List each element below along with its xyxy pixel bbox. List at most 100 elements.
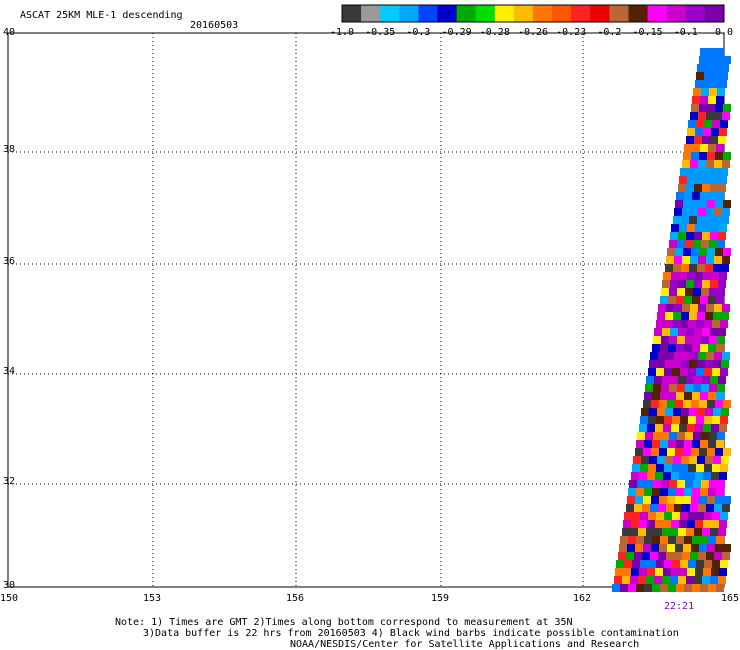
swath-cell: [673, 312, 681, 320]
swath-cell: [688, 560, 696, 568]
swath-cell: [640, 464, 648, 472]
swath-cell: [710, 280, 718, 288]
swath-cell: [688, 120, 696, 128]
swath-cell: [636, 488, 644, 496]
swath-cell: [684, 296, 692, 304]
swath-cell: [688, 368, 696, 376]
swath-cell: [703, 128, 711, 136]
swath-cell: [666, 552, 674, 560]
swath-cell: [656, 416, 664, 424]
swath-cell: [659, 496, 667, 504]
swath-cell: [660, 392, 668, 400]
swath-cell: [720, 464, 728, 472]
swath-cell: [669, 240, 677, 248]
swath-cell: [723, 104, 731, 112]
swath-cell: [658, 304, 666, 312]
swath-cell: [716, 96, 724, 104]
swath-cell: [694, 328, 702, 336]
swath-cell: [689, 360, 697, 368]
swath-cell: [657, 312, 665, 320]
swath-cell: [672, 416, 680, 424]
swath-cell: [693, 240, 701, 248]
swath-cell: [670, 280, 678, 288]
swath-cell: [700, 144, 708, 152]
swath-cell: [703, 472, 711, 480]
swath-cell: [686, 280, 694, 288]
swath-cell: [697, 408, 705, 416]
swath-cell: [721, 456, 729, 464]
swath-cell: [618, 552, 626, 560]
swath-cell: [690, 256, 698, 264]
swath-cell: [681, 264, 689, 272]
swath-cell: [704, 368, 712, 376]
swath-cell: [647, 472, 655, 480]
swath-cell: [707, 496, 715, 504]
swath-cell: [710, 528, 718, 536]
swath-cell: [644, 440, 652, 448]
colorbar-swatch: [437, 5, 458, 22]
swath-cell: [664, 416, 672, 424]
swath-cell: [720, 72, 728, 80]
swath-cell: [653, 336, 661, 344]
swath-cell: [694, 576, 702, 584]
swath-cell: [673, 456, 681, 464]
swath-cell: [645, 480, 653, 488]
swath-cell: [709, 432, 717, 440]
swath-cell: [629, 480, 637, 488]
swath-cell: [687, 520, 695, 528]
swath-cell: [651, 496, 659, 504]
swath-cell: [714, 112, 722, 120]
swath-cell: [665, 360, 673, 368]
swath-cell: [712, 416, 720, 424]
swath-cell: [653, 384, 661, 392]
swath-cell: [716, 392, 724, 400]
swath-cell: [675, 496, 683, 504]
swath-cell: [671, 520, 679, 528]
swath-cell: [699, 56, 707, 64]
swath-cell: [691, 200, 699, 208]
swath-cell: [708, 440, 716, 448]
swath-cell: [626, 504, 634, 512]
swath-cell: [641, 408, 649, 416]
plot-date: 20160503: [190, 20, 239, 31]
swath-cell: [679, 472, 687, 480]
swath-cell: [686, 376, 694, 384]
swath-cell: [714, 256, 722, 264]
swath-cell: [687, 128, 695, 136]
swath-cell: [721, 216, 729, 224]
swath-cell: [686, 528, 694, 536]
swath-cell: [719, 424, 727, 432]
swath-cell: [718, 576, 726, 584]
swath-cell: [680, 560, 688, 568]
swath-cell: [722, 160, 730, 168]
swath-cell: [643, 544, 651, 552]
swath-cell: [639, 472, 647, 480]
swath-cell: [716, 344, 724, 352]
swath-cell: [696, 416, 704, 424]
swath-cell: [630, 528, 638, 536]
swath-cell: [705, 456, 713, 464]
swath-cell: [661, 288, 669, 296]
swath-cell: [715, 152, 723, 160]
swath-cell: [716, 440, 724, 448]
swath-cell: [683, 400, 691, 408]
swath-cell: [700, 488, 708, 496]
swath-cell: [680, 512, 688, 520]
swath-cell: [690, 504, 698, 512]
swath-cell: [719, 128, 727, 136]
swath-cell: [651, 400, 659, 408]
swath-cell: [688, 168, 696, 176]
swath-cell: [683, 544, 691, 552]
swath-cell: [686, 184, 694, 192]
swath-cell: [655, 520, 663, 528]
swath-cell: [695, 520, 703, 528]
swath-cell: [666, 352, 674, 360]
swath-cell: [718, 280, 726, 288]
swath-cell: [683, 496, 691, 504]
swath-cell: [660, 296, 668, 304]
lat-label-36: 36: [3, 256, 16, 267]
swath-cell: [647, 568, 655, 576]
swath-cell: [697, 456, 705, 464]
swath-cell: [723, 248, 731, 256]
swath-cell: [672, 320, 680, 328]
